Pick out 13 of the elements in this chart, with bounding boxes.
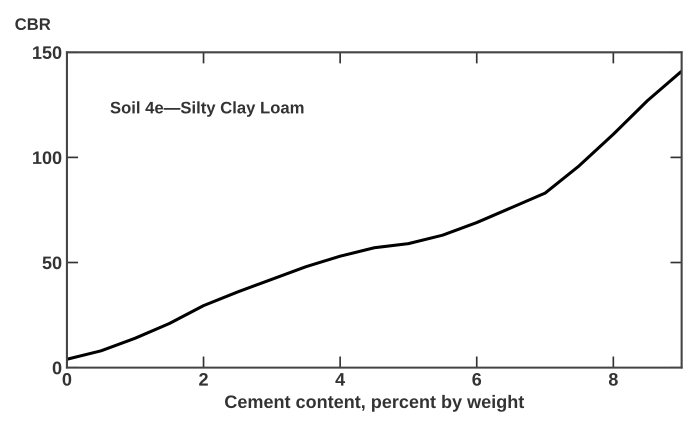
x-tick-label: 0 <box>62 372 72 386</box>
x-tick-label: 6 <box>472 372 482 386</box>
x-tick-label: 4 <box>335 373 346 386</box>
x-tick-label: 2 <box>199 372 208 386</box>
y-tick-label: 50 <box>42 256 62 270</box>
y-axis-title: CBR <box>15 18 50 30</box>
x-axis-title: Cement content, percent by weight <box>225 394 524 412</box>
y-tick-label: 0 <box>52 362 62 374</box>
line-series <box>66 70 682 361</box>
y-tick-label: 150 <box>33 46 62 59</box>
y-tick-label: 100 <box>33 151 62 164</box>
x-tick-label: 8 <box>608 372 618 386</box>
annotation: Soil 4e—Silty Clay Loam <box>110 101 304 117</box>
